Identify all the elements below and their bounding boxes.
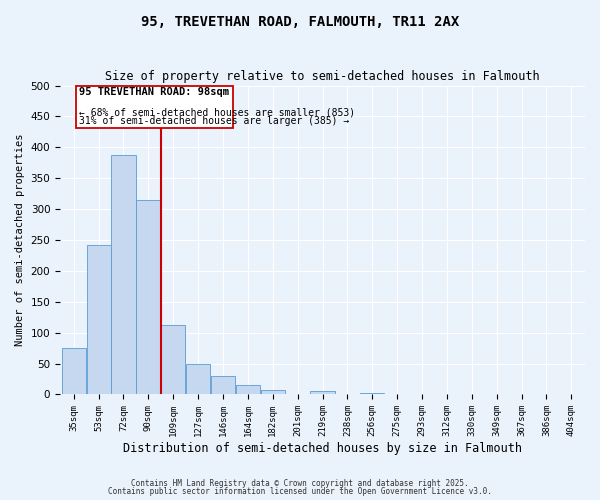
Text: 31% of semi-detached houses are larger (385) →: 31% of semi-detached houses are larger (… xyxy=(79,116,350,126)
Bar xyxy=(86,245,110,394)
Y-axis label: Number of semi-detached properties: Number of semi-detached properties xyxy=(15,134,25,346)
Bar xyxy=(310,391,335,394)
Bar xyxy=(62,348,86,395)
Text: Contains HM Land Registry data © Crown copyright and database right 2025.: Contains HM Land Registry data © Crown c… xyxy=(131,478,469,488)
Text: 95 TREVETHAN ROAD: 98sqm: 95 TREVETHAN ROAD: 98sqm xyxy=(79,86,229,97)
Bar xyxy=(186,364,210,394)
Text: ← 68% of semi-detached houses are smaller (853): ← 68% of semi-detached houses are smalle… xyxy=(79,107,356,117)
Bar xyxy=(360,392,385,394)
Bar xyxy=(260,390,285,394)
Title: Size of property relative to semi-detached houses in Falmouth: Size of property relative to semi-detach… xyxy=(105,70,540,83)
Bar xyxy=(112,156,136,394)
Bar xyxy=(161,324,185,394)
Text: 95, TREVETHAN ROAD, FALMOUTH, TR11 2AX: 95, TREVETHAN ROAD, FALMOUTH, TR11 2AX xyxy=(141,15,459,29)
X-axis label: Distribution of semi-detached houses by size in Falmouth: Distribution of semi-detached houses by … xyxy=(123,442,522,455)
Text: Contains public sector information licensed under the Open Government Licence v3: Contains public sector information licen… xyxy=(108,487,492,496)
Bar xyxy=(136,200,160,394)
Bar xyxy=(211,376,235,394)
FancyBboxPatch shape xyxy=(76,86,233,128)
Bar xyxy=(236,385,260,394)
